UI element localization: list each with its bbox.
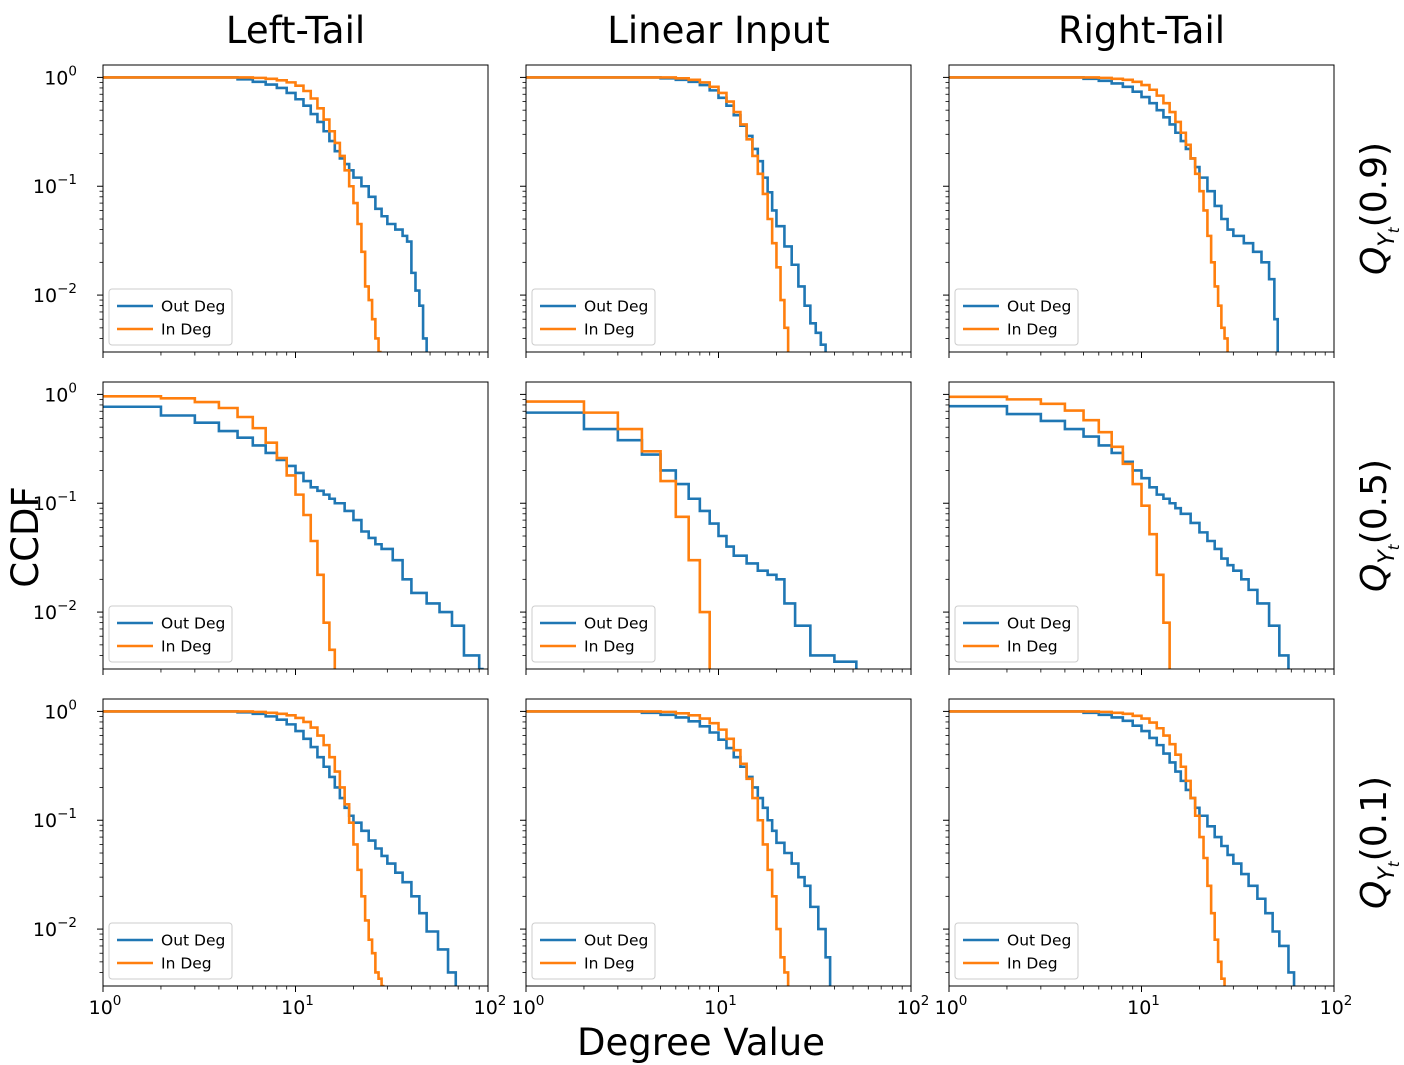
panel-r2-c1: 100 101 102 Out Deg In Deg bbox=[512, 698, 930, 1019]
legend-label-in-deg: In Deg bbox=[584, 638, 635, 656]
legend-label-out-deg: Out Deg bbox=[584, 298, 648, 316]
x-tick-label: 100 bbox=[935, 993, 968, 1019]
column-title-right-tail: Right-Tail bbox=[1058, 9, 1225, 52]
legend-label-in-deg: In Deg bbox=[161, 321, 212, 339]
x-tick-label: 100 bbox=[89, 993, 122, 1019]
series-line-out-deg bbox=[103, 405, 484, 669]
series-line-in-deg bbox=[103, 76, 382, 352]
panel-r1-c0: 100 10−1 10−2 Out Deg In Deg bbox=[33, 380, 489, 675]
y-tick-label: 100 bbox=[44, 380, 77, 406]
x-tick-label: 102 bbox=[474, 993, 507, 1019]
row-label-quantile: QYt(0.9) bbox=[1354, 142, 1403, 275]
legend-label-in-deg: In Deg bbox=[161, 955, 212, 973]
series-line-out-deg bbox=[526, 411, 858, 669]
legend-box bbox=[954, 605, 1079, 663]
legend-label-out-deg: Out Deg bbox=[584, 615, 648, 633]
legend-label-out-deg: Out Deg bbox=[1007, 298, 1071, 316]
legend-box bbox=[954, 922, 1079, 980]
x-tick-label: 102 bbox=[1320, 993, 1353, 1019]
column-title-linear-input: Linear Input bbox=[607, 9, 830, 52]
series-line-in-deg bbox=[526, 400, 711, 669]
panel-r2-c0: 100 10−1 10−2 100 101 102 Out Deg In Deg bbox=[33, 697, 506, 1019]
legend: Out Deg In Deg bbox=[108, 922, 233, 980]
y-tick-label: 10−2 bbox=[33, 281, 77, 307]
x-tick-label: 101 bbox=[1127, 993, 1160, 1019]
legend: Out Deg In Deg bbox=[954, 605, 1079, 663]
panel-r0-c2: Out Deg In Deg bbox=[943, 64, 1335, 358]
series-line-out-deg bbox=[949, 404, 1290, 669]
legend-label-in-deg: In Deg bbox=[161, 638, 212, 656]
panel-r0-c0: 100 10−1 10−2 Out Deg In Deg bbox=[33, 63, 489, 358]
series-line-in-deg bbox=[103, 710, 385, 986]
series-line-in-deg bbox=[949, 76, 1229, 352]
legend-label-out-deg: Out Deg bbox=[161, 298, 225, 316]
legend-box bbox=[531, 605, 656, 663]
legend-label-out-deg: Out Deg bbox=[584, 932, 648, 950]
legend-label-in-deg: In Deg bbox=[1007, 321, 1058, 339]
panel-r1-c2: Out Deg In Deg bbox=[943, 381, 1335, 675]
legend: Out Deg In Deg bbox=[954, 288, 1079, 346]
legend: Out Deg In Deg bbox=[531, 288, 656, 346]
series-line-in-deg bbox=[526, 710, 790, 986]
legend: Out Deg In Deg bbox=[531, 922, 656, 980]
series-line-in-deg bbox=[103, 395, 337, 669]
legend-label-in-deg: In Deg bbox=[1007, 638, 1058, 656]
legend-label-out-deg: Out Deg bbox=[161, 932, 225, 950]
y-tick-label: 10−1 bbox=[33, 806, 77, 832]
x-tick-label: 100 bbox=[512, 993, 545, 1019]
series-line-in-deg bbox=[949, 395, 1171, 669]
y-tick-label: 100 bbox=[44, 697, 77, 723]
y-tick-label: 10−2 bbox=[33, 598, 77, 624]
y-tick-label: 10−2 bbox=[33, 915, 77, 941]
legend-box bbox=[531, 288, 656, 346]
legend-label-in-deg: In Deg bbox=[584, 321, 635, 339]
legend-box bbox=[108, 605, 233, 663]
series-line-out-deg bbox=[103, 76, 428, 352]
x-axis-label: Degree Value bbox=[577, 1021, 825, 1064]
legend-box bbox=[108, 922, 233, 980]
legend-box bbox=[108, 288, 233, 346]
legend-box bbox=[531, 922, 656, 980]
y-tick-label: 100 bbox=[44, 63, 77, 89]
row-label-quantile: QYt(0.5) bbox=[1354, 459, 1403, 592]
row-label-quantile: QYt(0.1) bbox=[1354, 776, 1403, 909]
figure-labels: Left-Tail Linear Input Right-Tail CCDF D… bbox=[4, 9, 1225, 1064]
legend-label-out-deg: Out Deg bbox=[1007, 615, 1071, 633]
legend-box bbox=[954, 288, 1079, 346]
x-tick-label: 101 bbox=[704, 993, 737, 1019]
y-axis-label: CCDF bbox=[4, 486, 47, 587]
legend: Out Deg In Deg bbox=[954, 922, 1079, 980]
panel-r1-c1: Out Deg In Deg bbox=[520, 381, 912, 675]
y-tick-label: 10−1 bbox=[33, 172, 77, 198]
series-line-out-deg bbox=[526, 710, 832, 986]
legend: Out Deg In Deg bbox=[108, 605, 233, 663]
y-tick-label: 10−1 bbox=[33, 489, 77, 515]
legend-label-out-deg: Out Deg bbox=[1007, 932, 1071, 950]
series-line-in-deg bbox=[949, 710, 1226, 986]
legend-label-in-deg: In Deg bbox=[584, 955, 635, 973]
legend: Out Deg In Deg bbox=[531, 605, 656, 663]
series-line-in-deg bbox=[526, 76, 790, 352]
panel-r0-c1: Out Deg In Deg bbox=[520, 64, 912, 358]
x-tick-label: 101 bbox=[281, 993, 314, 1019]
x-tick-label: 102 bbox=[897, 993, 930, 1019]
legend: Out Deg In Deg bbox=[108, 288, 233, 346]
panel-r2-c2: 100 101 102 Out Deg In Deg bbox=[935, 698, 1353, 1019]
column-title-left-tail: Left-Tail bbox=[226, 9, 365, 52]
legend-label-out-deg: Out Deg bbox=[161, 615, 225, 633]
legend-label-in-deg: In Deg bbox=[1007, 955, 1058, 973]
